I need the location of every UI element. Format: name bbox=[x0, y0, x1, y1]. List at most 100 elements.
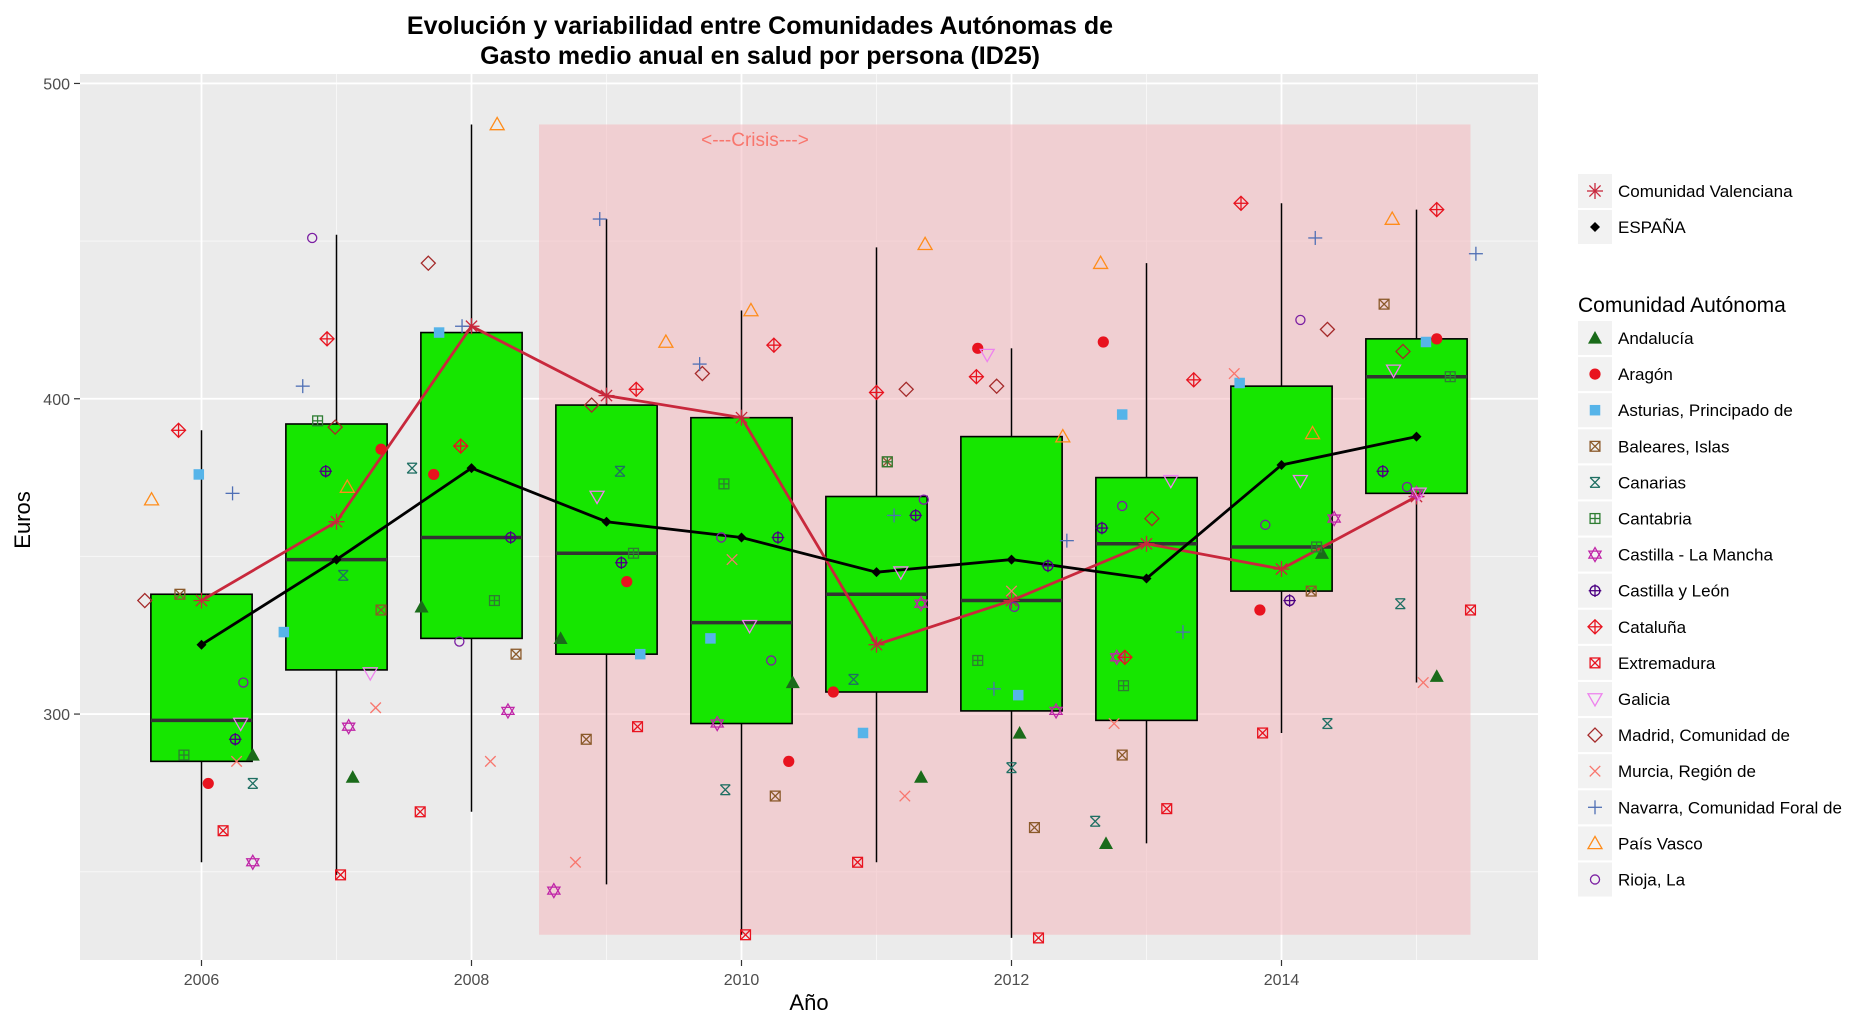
data-point bbox=[1429, 669, 1444, 682]
data-point bbox=[307, 232, 318, 244]
legend-label: Canarias bbox=[1618, 473, 1686, 492]
data-point bbox=[1041, 559, 1055, 573]
legend-label: Murcia, Región de bbox=[1618, 762, 1756, 781]
data-point bbox=[341, 718, 356, 735]
data-point bbox=[484, 755, 497, 768]
series-pa-s-vasco bbox=[143, 116, 1401, 506]
data-point bbox=[230, 755, 243, 768]
data-point bbox=[621, 576, 633, 588]
legend-key bbox=[1589, 404, 1601, 416]
legend-key bbox=[1589, 476, 1601, 488]
data-point bbox=[583, 397, 600, 413]
legend-key bbox=[1590, 222, 1600, 232]
data-point bbox=[225, 486, 240, 501]
legend-key-bg bbox=[1578, 682, 1612, 716]
legend-key bbox=[1587, 727, 1603, 744]
data-point bbox=[1417, 676, 1429, 689]
legend-key bbox=[1587, 546, 1603, 563]
data-point bbox=[339, 478, 356, 493]
data-point bbox=[433, 327, 445, 338]
data-point bbox=[174, 588, 186, 600]
data-point bbox=[726, 553, 738, 566]
data-point bbox=[504, 531, 517, 544]
line-point bbox=[196, 639, 207, 650]
legend-label: Comunidad Valenciana bbox=[1618, 182, 1793, 201]
data-point bbox=[178, 749, 190, 761]
data-point bbox=[1234, 377, 1245, 389]
boxplot-2007 bbox=[285, 234, 388, 875]
data-point bbox=[694, 365, 711, 382]
line-point bbox=[598, 387, 615, 404]
data-point bbox=[334, 869, 347, 881]
series-galicia bbox=[232, 348, 1428, 732]
legend-label: Asturias, Principado de bbox=[1618, 401, 1793, 420]
data-point bbox=[1304, 425, 1321, 440]
data-point bbox=[718, 478, 730, 490]
data-point bbox=[569, 856, 582, 868]
data-point bbox=[887, 508, 902, 523]
legend-key-bg bbox=[1578, 718, 1612, 753]
box-iqr bbox=[960, 435, 1063, 712]
data-point bbox=[1395, 343, 1411, 360]
data-point bbox=[766, 655, 777, 666]
y-axis-title: Euros bbox=[10, 491, 35, 548]
legend-key bbox=[1589, 368, 1601, 380]
data-point bbox=[1431, 333, 1443, 345]
data-point bbox=[1292, 474, 1309, 490]
x-axis-title: Año bbox=[789, 990, 828, 1015]
data-point bbox=[898, 381, 915, 398]
data-point bbox=[1295, 314, 1306, 326]
data-point bbox=[295, 379, 310, 394]
data-point bbox=[918, 494, 929, 505]
boxplot-2011 bbox=[825, 247, 928, 863]
line-path bbox=[200, 435, 1417, 646]
data-point bbox=[771, 531, 785, 544]
data-point bbox=[914, 770, 929, 783]
data-point bbox=[455, 319, 470, 334]
data-point bbox=[1326, 510, 1342, 527]
data-point bbox=[1311, 541, 1323, 553]
line-point bbox=[1276, 459, 1287, 470]
data-point bbox=[899, 790, 911, 802]
data-point bbox=[719, 784, 731, 796]
data-point bbox=[742, 302, 760, 317]
line-point bbox=[466, 463, 477, 474]
legend-key bbox=[1588, 584, 1602, 597]
data-point bbox=[1185, 371, 1202, 388]
series-rioja-la bbox=[238, 232, 1413, 688]
data-point bbox=[193, 469, 205, 480]
data-point bbox=[909, 509, 922, 522]
data-point bbox=[1116, 749, 1128, 761]
data-point bbox=[553, 631, 568, 644]
data-point bbox=[1378, 298, 1390, 310]
legend-label: Aragón bbox=[1618, 365, 1673, 384]
data-point bbox=[1116, 500, 1128, 512]
series-asturias-principado-de bbox=[193, 327, 1432, 739]
data-point bbox=[1092, 254, 1109, 270]
y-tick-label: 300 bbox=[43, 707, 70, 724]
data-point bbox=[1376, 464, 1390, 478]
data-point bbox=[488, 595, 500, 607]
data-point bbox=[1118, 680, 1130, 692]
legend-key bbox=[1587, 183, 1603, 199]
data-point bbox=[692, 357, 707, 372]
legend-key bbox=[1589, 512, 1601, 525]
data-point bbox=[632, 721, 644, 733]
data-point bbox=[1116, 649, 1133, 666]
data-point bbox=[1308, 230, 1323, 245]
data-point bbox=[1059, 533, 1074, 548]
line-point bbox=[871, 567, 882, 578]
legend-key bbox=[1588, 800, 1602, 815]
espana-line bbox=[196, 431, 1422, 650]
data-point bbox=[1175, 625, 1190, 640]
data-point bbox=[1260, 519, 1271, 531]
data-point bbox=[546, 882, 562, 899]
data-point bbox=[868, 384, 885, 401]
data-point bbox=[769, 790, 781, 802]
x-tick-label: 2006 bbox=[184, 972, 220, 989]
data-point bbox=[627, 547, 640, 559]
data-point bbox=[143, 491, 160, 506]
data-point bbox=[1012, 725, 1027, 739]
legend-key bbox=[1589, 657, 1601, 669]
series-andaluc-a bbox=[245, 546, 1444, 849]
